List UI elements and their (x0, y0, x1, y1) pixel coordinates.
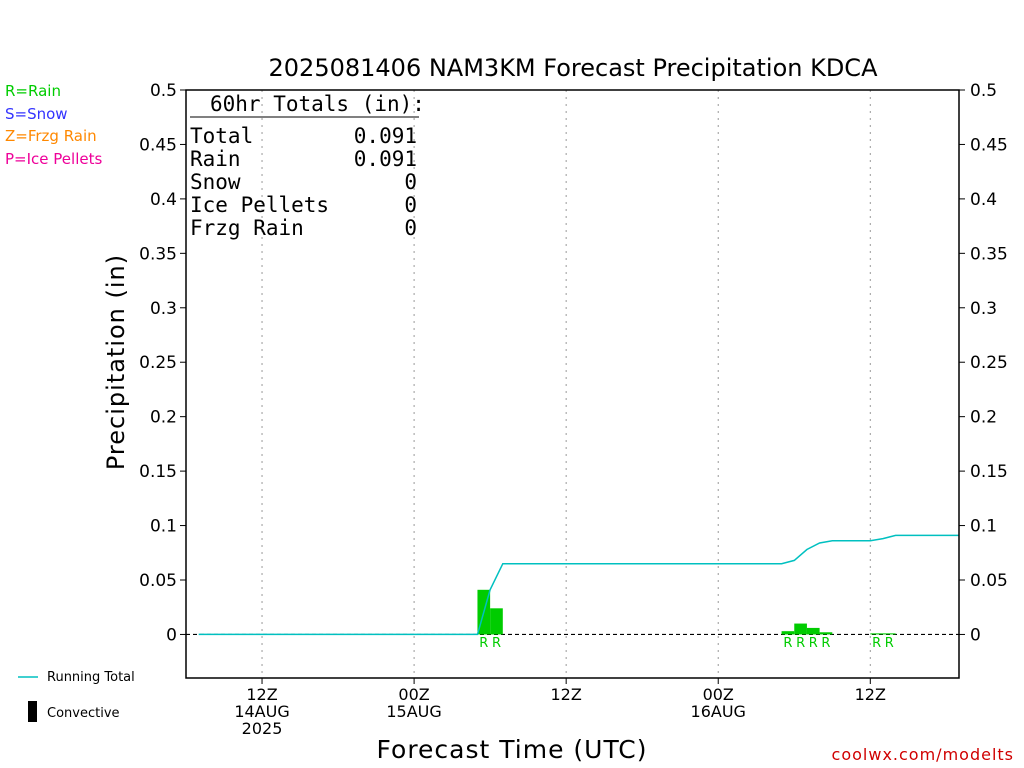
precip-type-label: R (872, 636, 881, 651)
precip-bar (794, 623, 807, 635)
legend-frzg-rain: Z=Frzg Rain (5, 127, 97, 145)
legend-rain: R=Rain (5, 82, 61, 100)
running-total-line (198, 534, 959, 636)
totals-label-ice-pellets: Ice Pellets (190, 193, 329, 217)
y-tick-label-left: 0.25 (139, 353, 177, 373)
precip-bar (781, 631, 795, 635)
x-axis-label: Forecast Time (UTC) (377, 735, 648, 764)
totals-heading: 60hr Totals (in): (210, 92, 425, 116)
y-tick-label-left: 0.35 (139, 244, 177, 264)
x-tick-label: 12Z (550, 685, 581, 704)
precip-type-label: R (492, 636, 501, 651)
y-tick-label-left: 0 (166, 625, 177, 645)
chart-title: 2025081406 NAM3KM Forecast Precipitation… (269, 54, 879, 82)
totals-value-ice-pellets: 0 (404, 193, 417, 217)
legend-ice-pellets: P=Ice Pellets (5, 150, 103, 168)
x-tick-label: 00Z (398, 685, 429, 704)
totals-value-rain: 0.091 (354, 147, 417, 171)
precip-bar (490, 608, 503, 635)
totals-value-snow: 0 (404, 170, 417, 194)
y-tick-label-left: 0.5 (150, 81, 177, 101)
x-tick-label: 15AUG (386, 702, 441, 721)
legend-snow: S=Snow (5, 105, 68, 123)
y-tick-label-right: 0 (970, 625, 981, 645)
totals-label-frzg-rain: Frzg Rain (190, 216, 304, 240)
y-tick-label-left: 0.15 (139, 462, 177, 482)
convective-legend-label: Convective (47, 706, 120, 721)
y-tick-label-right: 0.5 (970, 81, 997, 101)
totals-value-frzg-rain: 0 (404, 216, 417, 240)
y-axis-label: Precipitation (in) (102, 254, 130, 470)
plot-frame (185, 89, 960, 679)
y-tick-label-right: 0.35 (970, 244, 1008, 264)
x-tick-label: 16AUG (691, 702, 746, 721)
totals-label-rain: Rain (190, 147, 241, 171)
y-tick-label-left: 0.2 (150, 408, 177, 428)
y-tick-label-right: 0.3 (970, 299, 997, 319)
x-tick-label: 12Z (246, 685, 277, 704)
totals-value-total: 0.091 (354, 124, 417, 148)
y-tick-label-left: 0.05 (139, 571, 177, 591)
x-tick-label: 12Z (855, 685, 886, 704)
precip-type-label: R (783, 636, 792, 651)
x-tick-label: 00Z (703, 685, 734, 704)
precip-bar (882, 633, 896, 635)
convective-legend-swatch (28, 701, 37, 722)
y-tick-label-left: 0.3 (150, 299, 177, 319)
precip-type-label: R (809, 636, 818, 651)
totals-box: 60hr Totals (in): Total 0.091 Rain 0.091… (190, 92, 425, 240)
y-tick-label-left: 0.45 (139, 135, 177, 155)
y-tick-label-right: 0.25 (970, 353, 1008, 373)
precip-type-label: R (479, 636, 488, 651)
y-tick-label-right: 0.4 (970, 190, 997, 210)
totals-label-total: Total (190, 124, 253, 148)
running-total-legend-label: Running Total (47, 670, 135, 685)
y-tick-label-left: 0.1 (150, 517, 177, 537)
precip-bar (870, 633, 883, 635)
y-tick-label-right: 0.05 (970, 571, 1008, 591)
y-tick-label-left: 0.4 (150, 190, 177, 210)
x-tick-label: 14AUG (234, 702, 289, 721)
credit-text: coolwx.com/modelts (831, 745, 1014, 764)
y-tick-label-right: 0.1 (970, 517, 997, 537)
y-tick-label-right: 0.2 (970, 408, 997, 428)
y-tick-label-right: 0.45 (970, 135, 1008, 155)
precip-bar (806, 627, 820, 635)
precip-type-label: R (885, 636, 894, 651)
precip-bar (819, 632, 833, 635)
x-tick-label: 2025 (242, 719, 283, 738)
y-tick-label-right: 0.15 (970, 462, 1008, 482)
precip-type-label: R (796, 636, 805, 651)
totals-label-snow: Snow (190, 170, 241, 194)
precip-type-label: R (821, 636, 830, 651)
